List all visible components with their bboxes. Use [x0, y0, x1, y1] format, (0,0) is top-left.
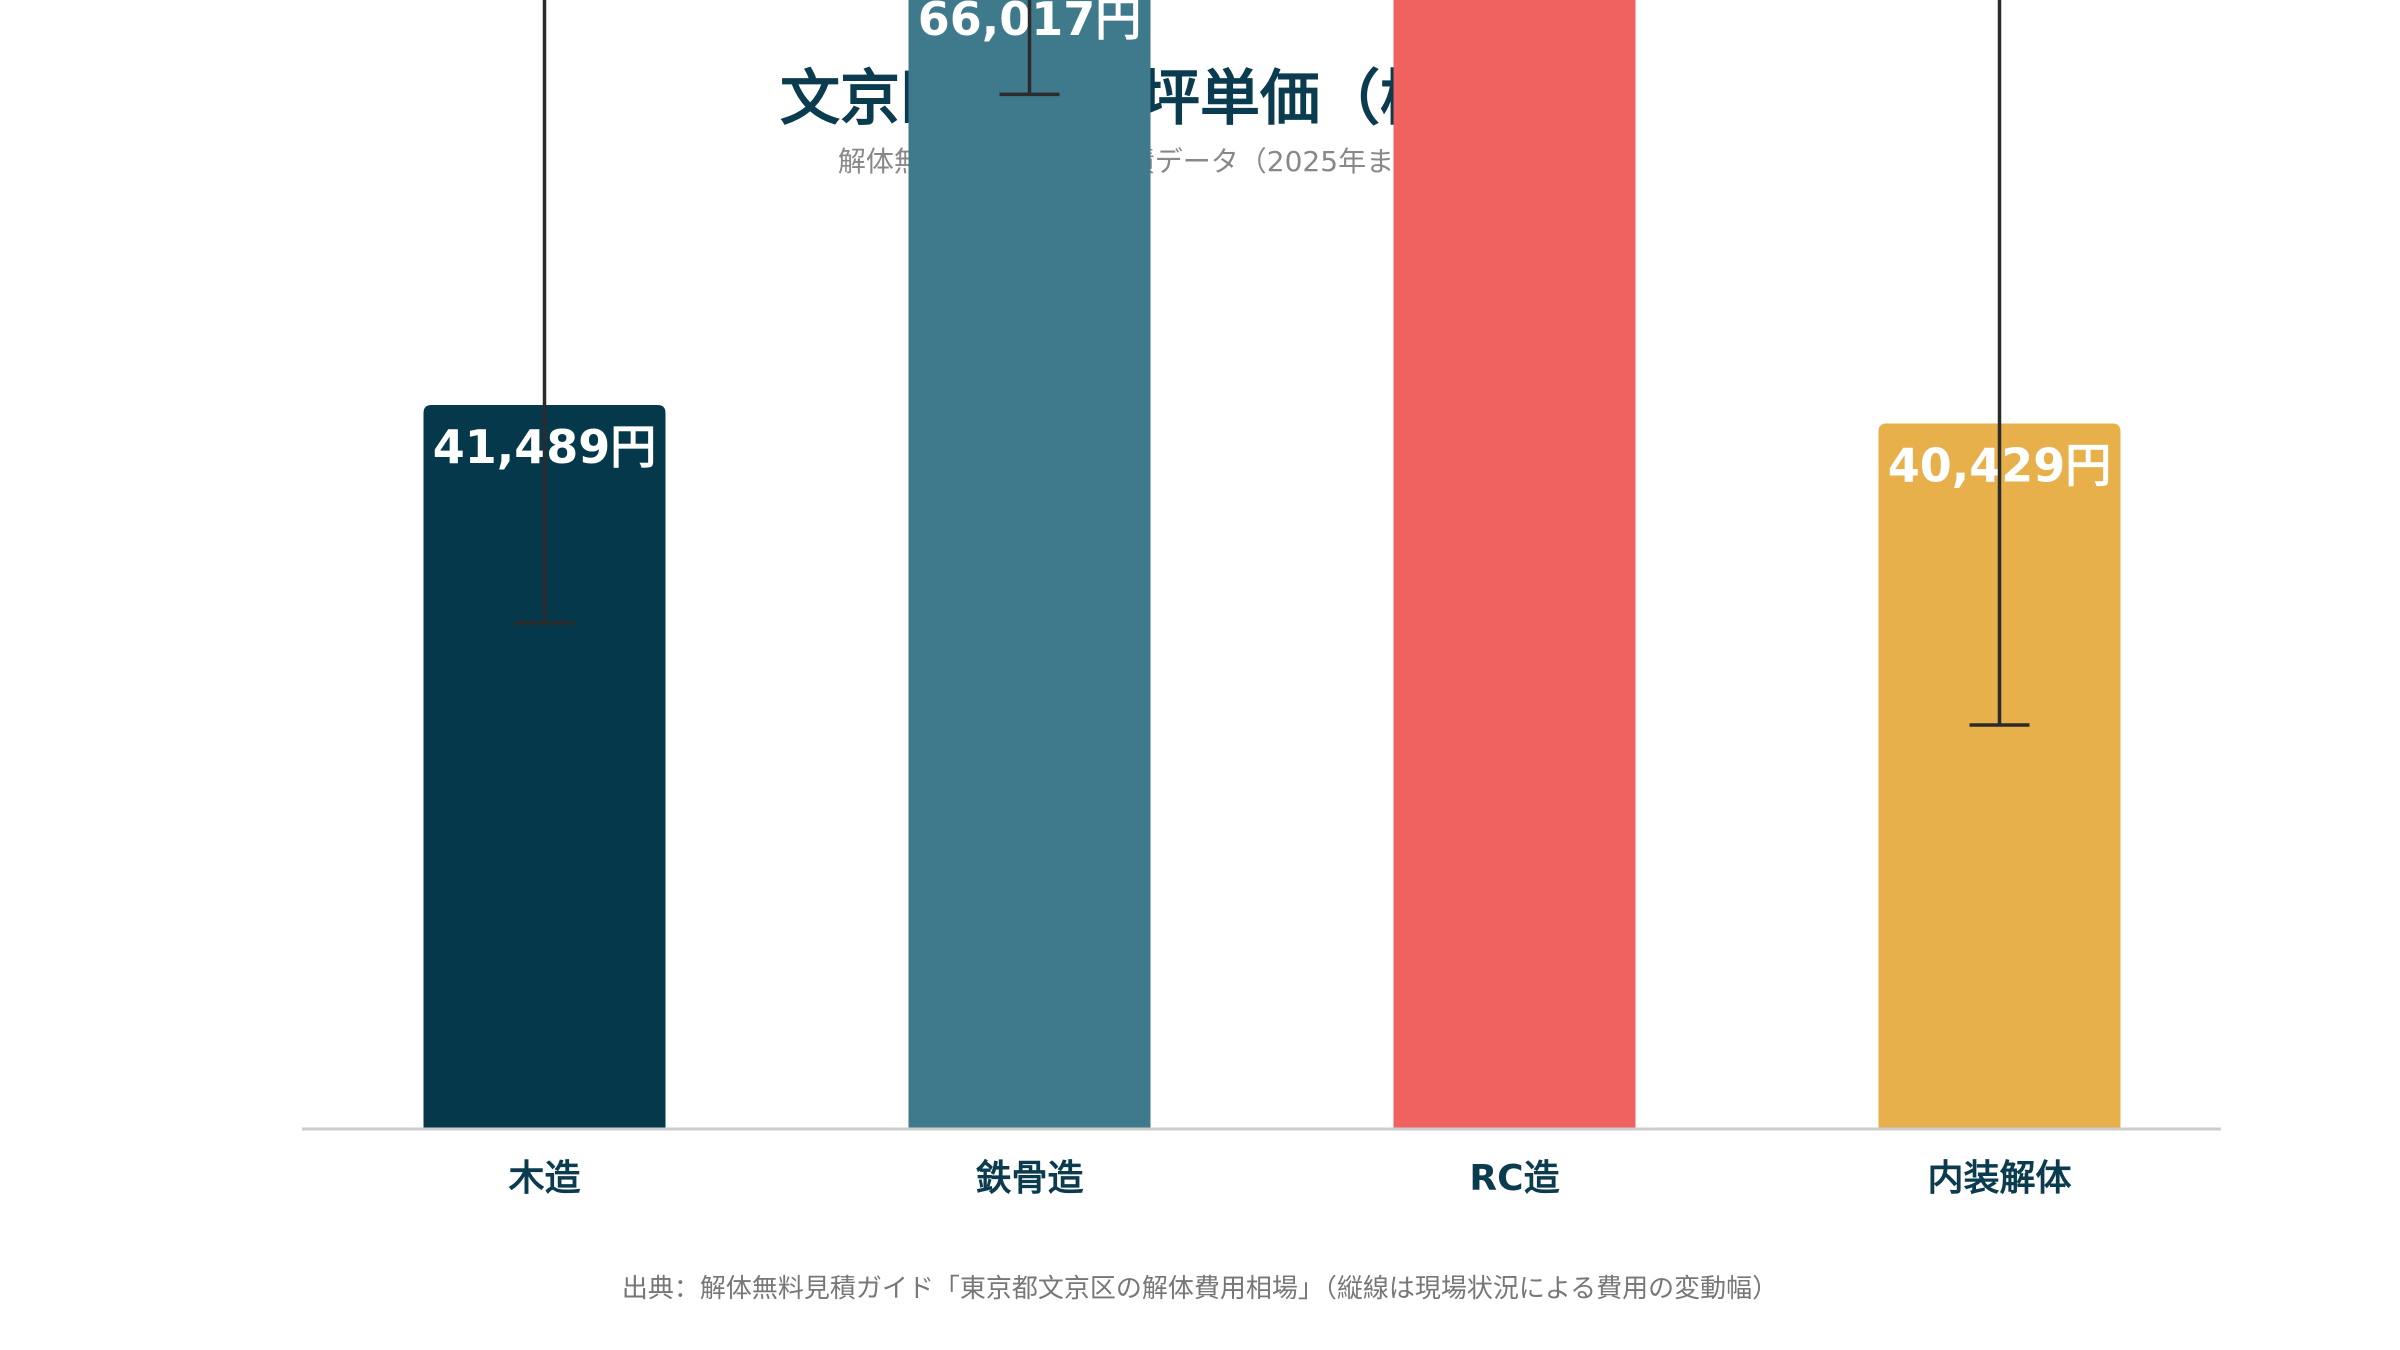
- bar: [1878, 423, 2121, 1130]
- x-tick-label: RC造: [1469, 1158, 1559, 1199]
- x-tick-label: 木造: [508, 1158, 580, 1199]
- source-note: 出典：解体無料見積ガイド「東京都文京区の解体費用相場」（縦線は現場状況による費用…: [621, 1274, 1779, 1304]
- x-tick-labels: 木造 鉄骨造 RC造 内装解体: [508, 1158, 2071, 1199]
- bar: [423, 405, 666, 1129]
- error-bars-layer: [514, 0, 2030, 727]
- bars-layer: [423, 0, 2121, 1130]
- labels-layer: 41,489円29,000〜67,330円66,017円59,291〜77,46…: [433, 0, 2112, 493]
- bar: [908, 0, 1151, 1129]
- error-bar: [1969, 0, 2030, 727]
- x-tick-label: 内装解体: [1927, 1158, 2071, 1199]
- error-bar: [999, 0, 1060, 97]
- bar: [1393, 0, 1636, 1129]
- x-tick-label: 鉄骨造: [975, 1158, 1083, 1199]
- error-bar: [514, 0, 575, 625]
